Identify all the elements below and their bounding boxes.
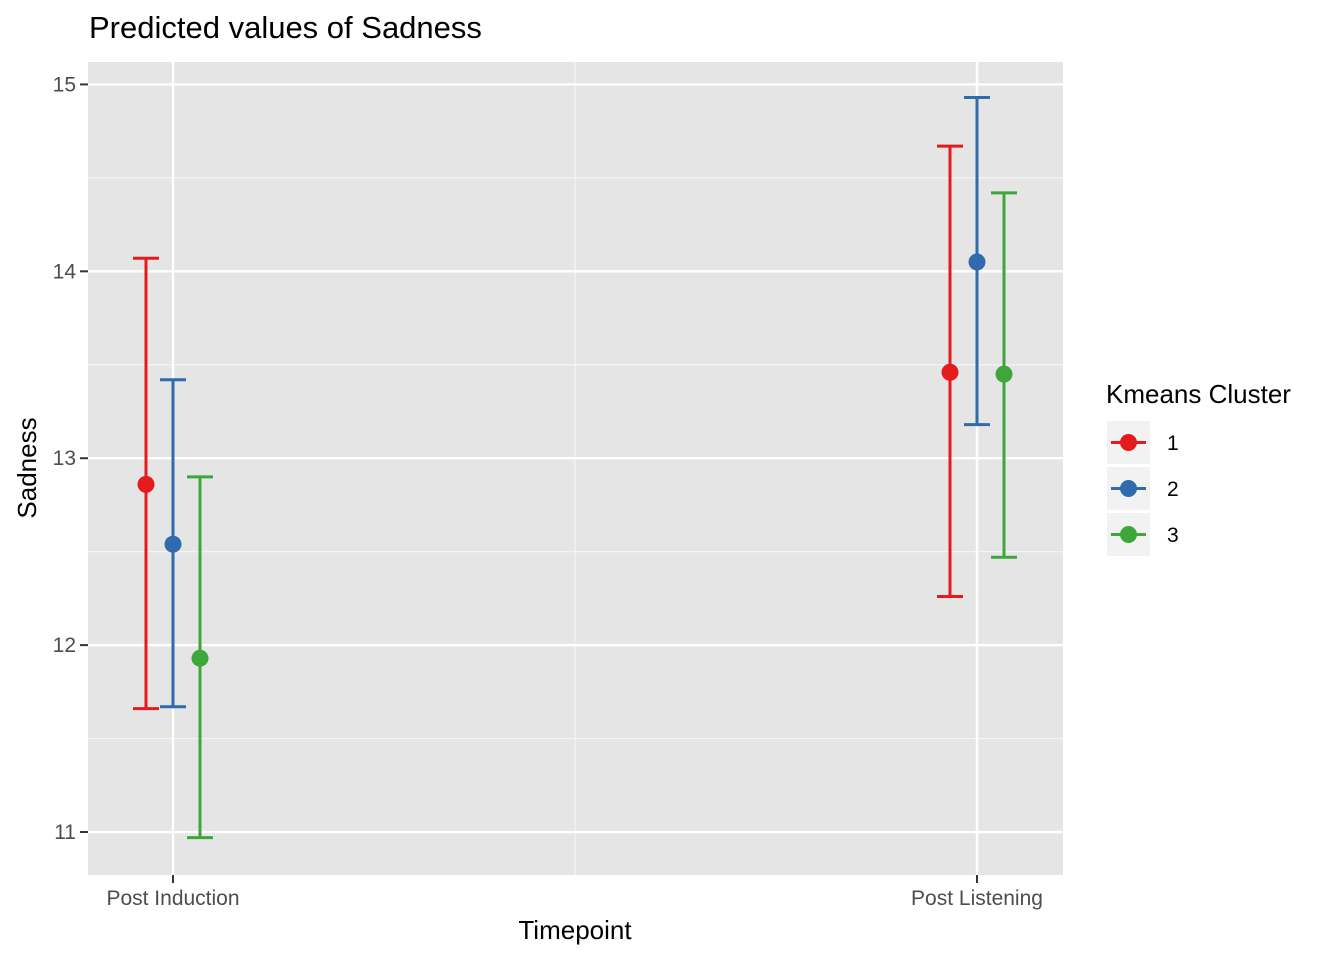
legend-key-point	[1120, 480, 1137, 497]
y-tick-label: 15	[53, 73, 76, 96]
axis-layer: 11 12 13 14 15 Post Induction Post Listening	[53, 73, 1043, 910]
series-3	[187, 191, 1017, 840]
y-tick-label: 14	[53, 260, 77, 283]
legend-label: 3	[1167, 524, 1179, 547]
x-axis-title: Timepoint	[518, 915, 632, 945]
legend-key-point	[1120, 526, 1137, 543]
data-point	[968, 253, 986, 271]
data-point	[191, 649, 209, 667]
series-2	[160, 96, 990, 709]
legend-title: Kmeans Cluster	[1106, 379, 1291, 409]
series-1	[133, 144, 963, 711]
data-point	[941, 363, 959, 381]
series-layer	[133, 96, 1017, 840]
data-point	[164, 535, 182, 553]
y-axis-title: Sadness	[12, 417, 42, 518]
legend-key-point	[1120, 434, 1137, 451]
y-tick-label: 13	[53, 447, 76, 470]
data-point	[995, 365, 1013, 383]
legend-label: 1	[1167, 432, 1179, 455]
legend-label: 2	[1167, 478, 1179, 501]
data-point	[137, 475, 155, 493]
x-tick-label: Post Induction	[106, 887, 239, 910]
chart-title: Predicted values of Sadness	[89, 10, 482, 45]
y-tick-label: 11	[54, 821, 76, 844]
y-tick-label: 12	[53, 634, 76, 657]
x-tick-label: Post Listening	[911, 887, 1043, 910]
legend-items: 1 2 3	[1107, 421, 1179, 556]
legend: Kmeans Cluster 1 2 3	[1106, 379, 1291, 556]
